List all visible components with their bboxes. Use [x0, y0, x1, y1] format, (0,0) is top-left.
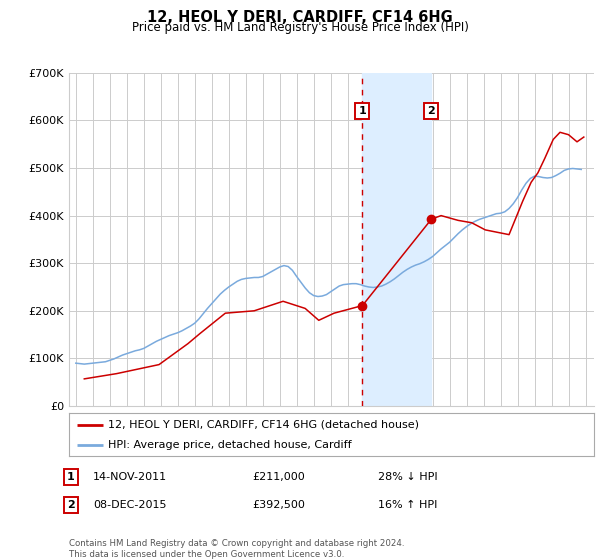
Text: 28% ↓ HPI: 28% ↓ HPI	[378, 472, 437, 482]
Text: 2: 2	[428, 106, 435, 116]
Text: 1: 1	[359, 106, 366, 116]
Text: 12, HEOL Y DERI, CARDIFF, CF14 6HG: 12, HEOL Y DERI, CARDIFF, CF14 6HG	[147, 10, 453, 25]
Text: £392,500: £392,500	[252, 500, 305, 510]
Text: HPI: Average price, detached house, Cardiff: HPI: Average price, detached house, Card…	[109, 440, 352, 450]
Text: 1: 1	[67, 472, 74, 482]
Text: 16% ↑ HPI: 16% ↑ HPI	[378, 500, 437, 510]
Text: 08-DEC-2015: 08-DEC-2015	[93, 500, 167, 510]
Text: Contains HM Land Registry data © Crown copyright and database right 2024.
This d: Contains HM Land Registry data © Crown c…	[69, 539, 404, 559]
Text: 14-NOV-2011: 14-NOV-2011	[93, 472, 167, 482]
Bar	[362, 73, 431, 406]
Text: Price paid vs. HM Land Registry's House Price Index (HPI): Price paid vs. HM Land Registry's House …	[131, 21, 469, 34]
Text: 2: 2	[67, 500, 74, 510]
Text: £211,000: £211,000	[252, 472, 305, 482]
Text: 12, HEOL Y DERI, CARDIFF, CF14 6HG (detached house): 12, HEOL Y DERI, CARDIFF, CF14 6HG (deta…	[109, 419, 419, 430]
